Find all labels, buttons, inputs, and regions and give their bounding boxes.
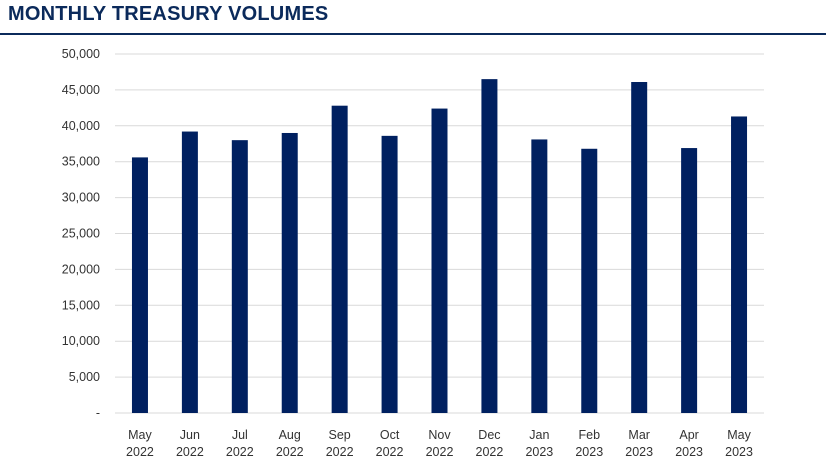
x-tick-label-month: Oct xyxy=(380,428,400,442)
y-tick-label: - xyxy=(96,406,100,420)
y-tick-label: 40,000 xyxy=(62,119,100,133)
bar xyxy=(681,148,698,414)
x-tick-label-month: May xyxy=(727,428,751,442)
y-tick-label: 45,000 xyxy=(62,83,100,97)
x-tick-label-month: Apr xyxy=(679,428,698,442)
y-tick-label: 20,000 xyxy=(62,262,100,276)
x-tick-label-month: Dec xyxy=(478,428,500,442)
x-tick-label-year: 2022 xyxy=(376,445,404,459)
x-tick-label-month: Feb xyxy=(578,428,600,442)
x-tick-label-year: 2023 xyxy=(575,445,603,459)
x-tick-label-month: Sep xyxy=(329,428,351,442)
x-tick-label-year: 2022 xyxy=(226,445,254,459)
x-tick-label-month: Nov xyxy=(428,428,451,442)
y-tick-label: 25,000 xyxy=(62,227,100,241)
y-tick-label: 50,000 xyxy=(62,47,100,61)
bar xyxy=(281,132,298,414)
x-tick-label-month: Mar xyxy=(628,428,650,442)
y-tick-label: 35,000 xyxy=(62,155,100,169)
x-tick-label-year: 2023 xyxy=(525,445,553,459)
y-tick-label: 15,000 xyxy=(62,298,100,312)
x-tick-label-month: Aug xyxy=(279,428,301,442)
title-underline xyxy=(0,33,826,35)
bars xyxy=(131,79,748,414)
bar xyxy=(331,105,348,414)
bar xyxy=(581,148,598,413)
bar xyxy=(181,131,198,413)
x-tick-label-year: 2022 xyxy=(426,445,454,459)
bar xyxy=(431,108,448,414)
x-tick-label-year: 2022 xyxy=(326,445,354,459)
bar xyxy=(731,116,748,413)
x-tick-label-month: Jul xyxy=(232,428,248,442)
y-tick-label: 5,000 xyxy=(69,370,100,384)
x-tick-label-year: 2023 xyxy=(625,445,653,459)
x-tick-label-year: 2022 xyxy=(126,445,154,459)
x-tick-label-year: 2022 xyxy=(276,445,304,459)
bar xyxy=(131,157,148,413)
x-tick-label-month: Jan xyxy=(529,428,549,442)
chart-title: MONTHLY TREASURY VOLUMES xyxy=(8,3,329,25)
bar xyxy=(381,135,398,414)
bar xyxy=(531,139,548,413)
x-tick-label-month: Jun xyxy=(180,428,200,442)
x-tick-label-month: May xyxy=(128,428,152,442)
bar xyxy=(631,82,648,413)
x-tick-label-year: 2023 xyxy=(675,445,703,459)
bar xyxy=(481,79,498,413)
x-tick-label-year: 2023 xyxy=(725,445,753,459)
bar xyxy=(231,140,248,413)
x-tick-label-year: 2022 xyxy=(176,445,204,459)
y-axis-ticks: - 5,000 10,000 15,000 20,000 25,000 30,000 35,0… xyxy=(62,47,100,420)
x-axis-ticks: May 2022 Jun 2022 Jul 2022 Aug 2022 Sep 2022 Oct 20… xyxy=(126,428,753,459)
y-tick-label: 30,000 xyxy=(62,191,100,205)
x-tick-label-year: 2022 xyxy=(476,445,504,459)
y-tick-label: 10,000 xyxy=(62,334,100,348)
